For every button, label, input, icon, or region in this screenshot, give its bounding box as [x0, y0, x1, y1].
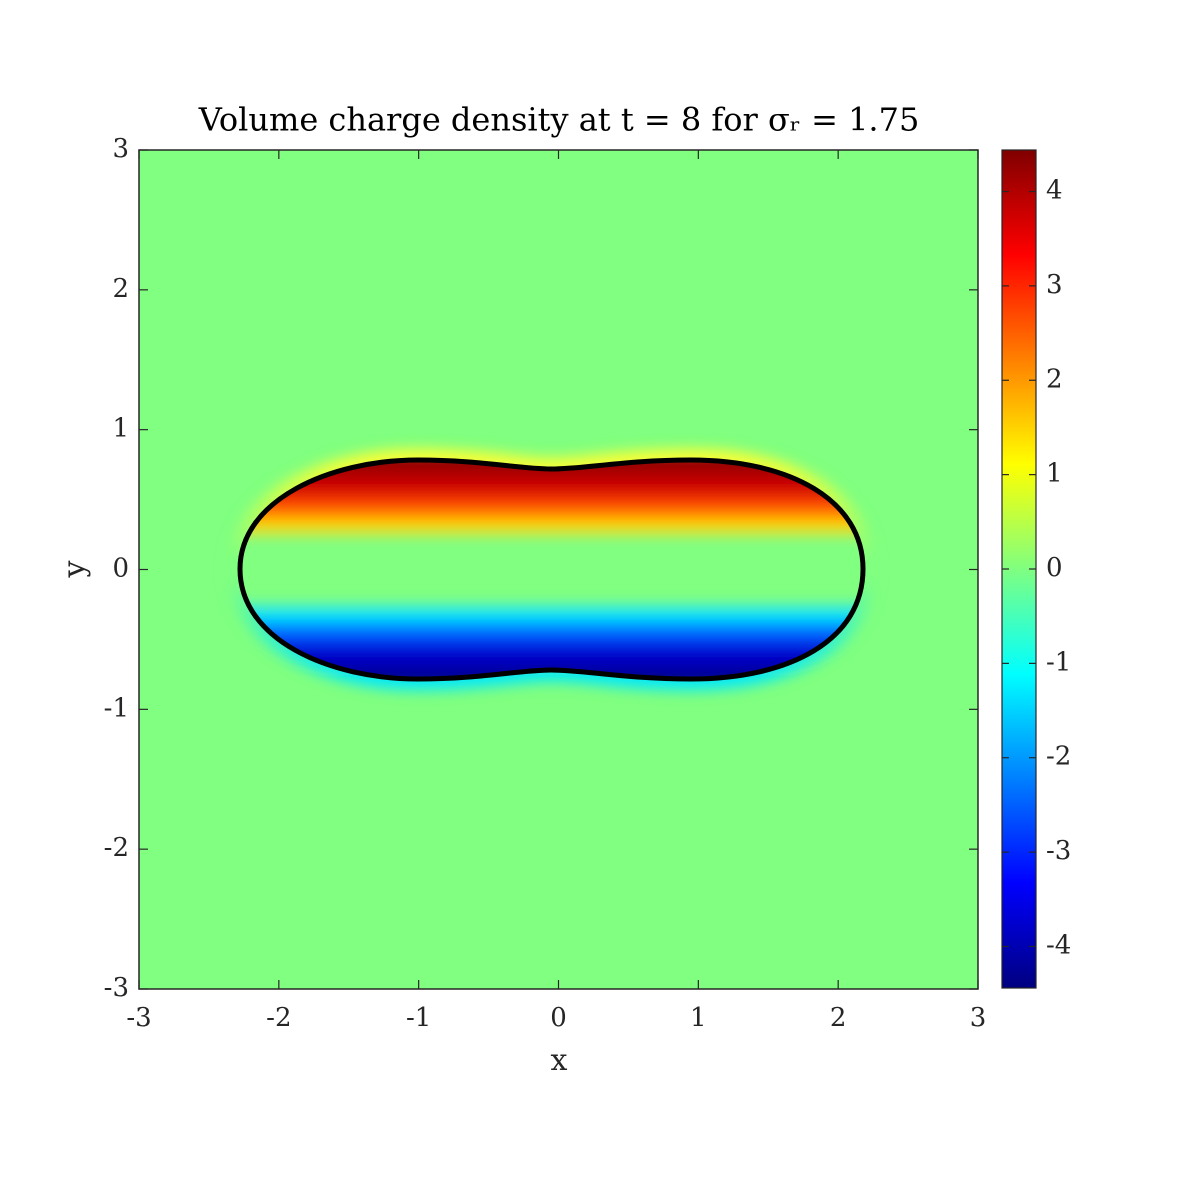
colorbar-tick-label: 2: [1046, 364, 1063, 394]
y-tick-label: 3: [112, 134, 129, 164]
chart-title: Volume charge density at t = 8 for σᵣ = …: [198, 101, 920, 139]
y-tick-label: -1: [104, 693, 129, 723]
colorbar-tick-label: 3: [1046, 270, 1063, 300]
y-tick-label: 0: [112, 554, 129, 584]
x-tick-label: 0: [550, 1003, 567, 1033]
colorbar-tick-label: -2: [1046, 742, 1071, 772]
x-tick-label: 1: [690, 1003, 707, 1033]
y-tick-label: 2: [112, 274, 129, 304]
colorbar-tick-label: -3: [1046, 836, 1071, 866]
x-tick-label: 2: [830, 1003, 847, 1033]
colorbar-tick-label: 1: [1046, 459, 1063, 489]
colorbar-tick-label: 4: [1046, 176, 1063, 206]
field: [139, 150, 978, 989]
y-tick-label: -3: [104, 973, 129, 1003]
y-tick-label: 1: [112, 414, 129, 444]
y-tick-label: -2: [104, 833, 129, 863]
field-interior: [240, 460, 863, 679]
colorbar-tick-label: -1: [1046, 647, 1071, 677]
colorbar-tick-label: -4: [1046, 930, 1071, 960]
x-tick-label: 3: [970, 1003, 987, 1033]
y-axis-label: y: [57, 560, 92, 578]
colorbar-tick-label: 0: [1046, 553, 1063, 583]
x-tick-label: -3: [126, 1003, 151, 1033]
x-tick-label: -2: [266, 1003, 291, 1033]
interface-contour: [237, 457, 866, 682]
x-tick-label: -1: [406, 1003, 431, 1033]
x-axis-label: x: [551, 1043, 568, 1078]
